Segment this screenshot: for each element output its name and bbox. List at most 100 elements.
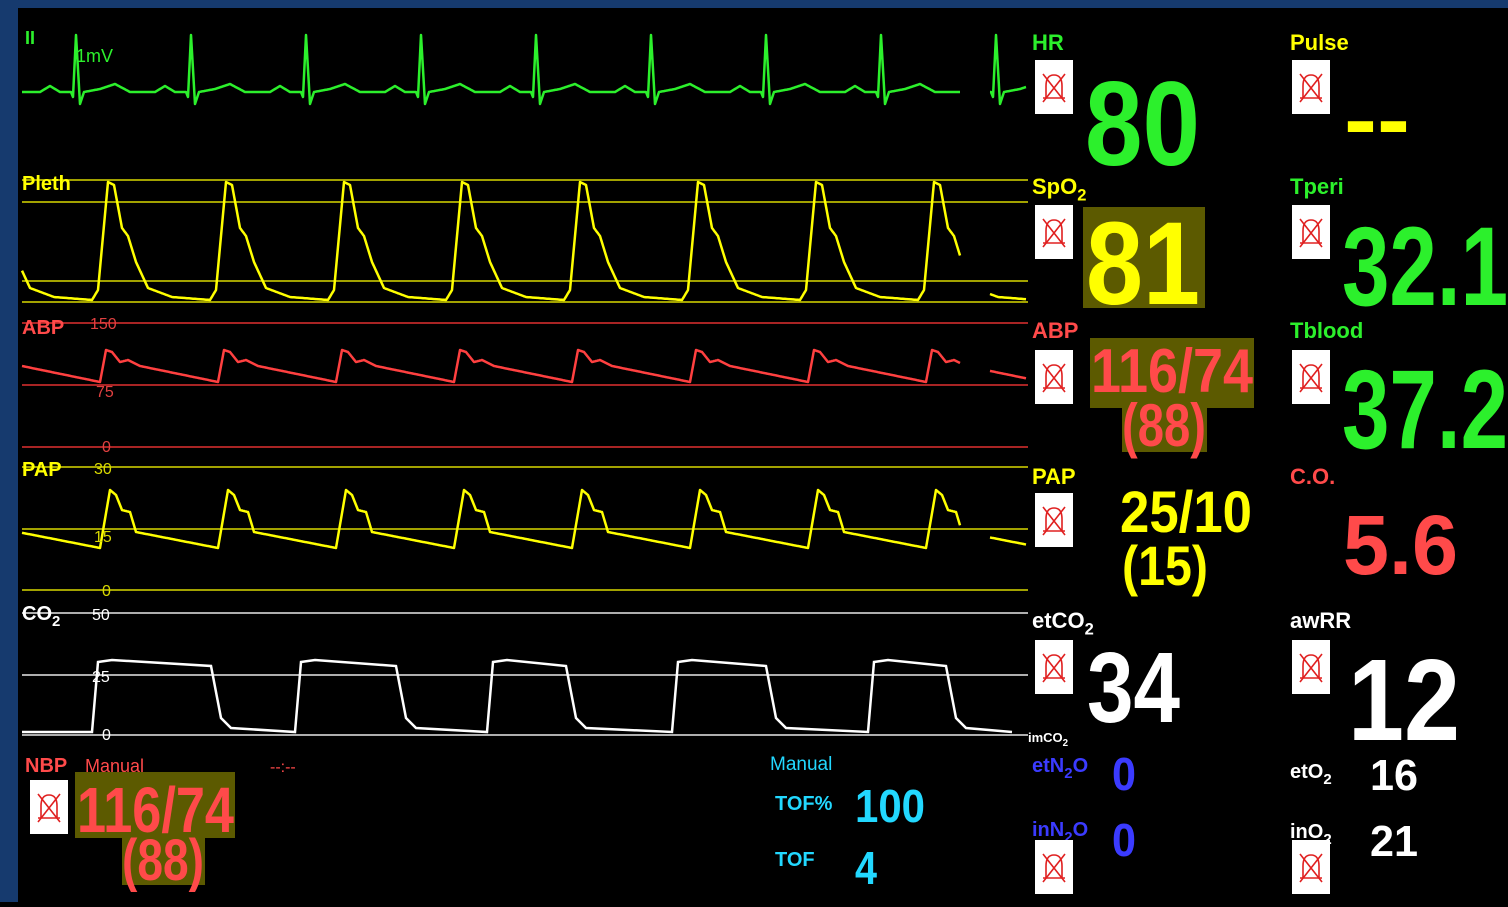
nbp-label: NBP: [25, 755, 67, 777]
alarm-off-icon: [1035, 60, 1073, 114]
value: 0: [1112, 748, 1136, 800]
label-text: imCO: [1028, 730, 1063, 745]
frame-top: [0, 0, 1508, 8]
alarm-off-icon: [1035, 840, 1073, 894]
label-text: CO: [22, 603, 52, 625]
value-highlight: [75, 772, 235, 838]
alarm-off-icon: [1292, 640, 1330, 694]
label-text: etCO: [1032, 608, 1085, 633]
param-label: etO2: [1290, 761, 1332, 788]
label-text: O: [1073, 819, 1089, 841]
wave-scale: 15: [94, 529, 112, 546]
label-subscript: 2: [1085, 621, 1094, 639]
value: 81: [1086, 198, 1200, 330]
param-label: awRR: [1290, 608, 1351, 633]
value: 80: [1085, 57, 1200, 191]
value: --: [1344, 70, 1410, 170]
param-label: ABP: [1032, 318, 1078, 343]
label-text: inN: [1032, 819, 1064, 841]
wave-label: CO2: [22, 603, 60, 630]
label-text: etN: [1032, 755, 1064, 777]
wave-scale: 30: [94, 461, 112, 478]
alarm-off-icon: [1035, 640, 1073, 694]
icon-cross: [1042, 653, 1066, 683]
alarm-off-icon: [1035, 493, 1073, 547]
param-label: PAP: [1032, 464, 1076, 489]
mean-value: (88): [1122, 392, 1206, 459]
value-highlight: [1122, 400, 1207, 452]
value: 4: [855, 842, 877, 894]
label-text: O: [1073, 755, 1089, 777]
co2-wave: [22, 658, 1013, 734]
pap-wave: [21, 488, 1027, 550]
icon-cross: [1299, 363, 1323, 393]
alarm-off-icon: [1292, 840, 1330, 894]
value: 16: [1370, 751, 1418, 800]
param-label: Tperi: [1290, 174, 1344, 199]
param-label: Tblood: [1290, 318, 1363, 343]
param-label: etCO2: [1032, 608, 1094, 639]
alarm-off-icon: [1035, 350, 1073, 404]
wave-scale: 0: [102, 439, 111, 456]
ecg-wave: [21, 33, 1027, 106]
value: 12: [1348, 635, 1460, 765]
tof-mode: Manual: [770, 754, 832, 775]
icon-cross: [1299, 653, 1323, 683]
param-label: Pulse: [1290, 30, 1349, 55]
wave-scale: 0: [102, 583, 111, 600]
value: 0: [1112, 814, 1136, 866]
mean-value: (88): [122, 828, 204, 893]
label-text: SpO: [1032, 174, 1077, 199]
icon-cross: [37, 793, 61, 823]
icon-cross: [1042, 506, 1066, 536]
icon-cross: [1042, 363, 1066, 393]
tof-label: TOF%: [775, 793, 833, 815]
icon-cross: [1042, 73, 1066, 103]
label-subscript: 2: [1323, 831, 1331, 848]
wave-scale: 25: [92, 669, 110, 686]
value: 100: [855, 780, 925, 832]
wave-label: II: [25, 28, 35, 48]
wave-scale: 75: [96, 384, 114, 401]
label-subscript: 2: [52, 613, 60, 630]
value-highlight: [1083, 207, 1205, 308]
label-subscript: 2: [1063, 738, 1069, 749]
value: 25/10: [1120, 480, 1252, 545]
mean-value: (15): [1122, 534, 1208, 597]
wave-label: ABP: [22, 317, 64, 339]
value-highlight: [122, 838, 205, 885]
icon-cross: [1299, 218, 1323, 248]
alarm-off-icon: [1292, 205, 1330, 259]
label-subscript: 2: [1323, 771, 1331, 788]
icon-cross: [1042, 853, 1066, 883]
label-text: etO: [1290, 761, 1323, 783]
param-label: C.O.: [1290, 464, 1335, 489]
frame-left: [0, 0, 18, 902]
tof-label: TOF: [775, 849, 815, 871]
param-label: imCO2: [1028, 730, 1069, 749]
label-text: inO: [1290, 821, 1323, 843]
param-label: etN2O: [1032, 755, 1088, 782]
wave-label: PAP: [22, 459, 62, 481]
alarm-off-icon: [30, 780, 68, 834]
wave-scale: 150: [90, 316, 117, 333]
alarm-off-icon: [1292, 350, 1330, 404]
label-subscript: 2: [1064, 829, 1072, 846]
wave-label: Pleth: [22, 173, 71, 195]
nbp-time: --:--: [270, 759, 296, 776]
label-subscript: 2: [1064, 765, 1072, 782]
pleth-wave: [20, 180, 1027, 302]
value: 21: [1370, 817, 1418, 866]
value: 116/74: [77, 774, 234, 846]
param-label: inO2: [1290, 821, 1332, 848]
alarm-off-icon: [1035, 205, 1073, 259]
value: 32.1: [1342, 204, 1508, 329]
wave-scale: 50: [92, 607, 110, 624]
value: 37.2: [1342, 347, 1508, 472]
abp-wave: [21, 348, 1027, 384]
value: 5.6: [1343, 498, 1458, 592]
param-label: SpO2: [1032, 174, 1086, 205]
